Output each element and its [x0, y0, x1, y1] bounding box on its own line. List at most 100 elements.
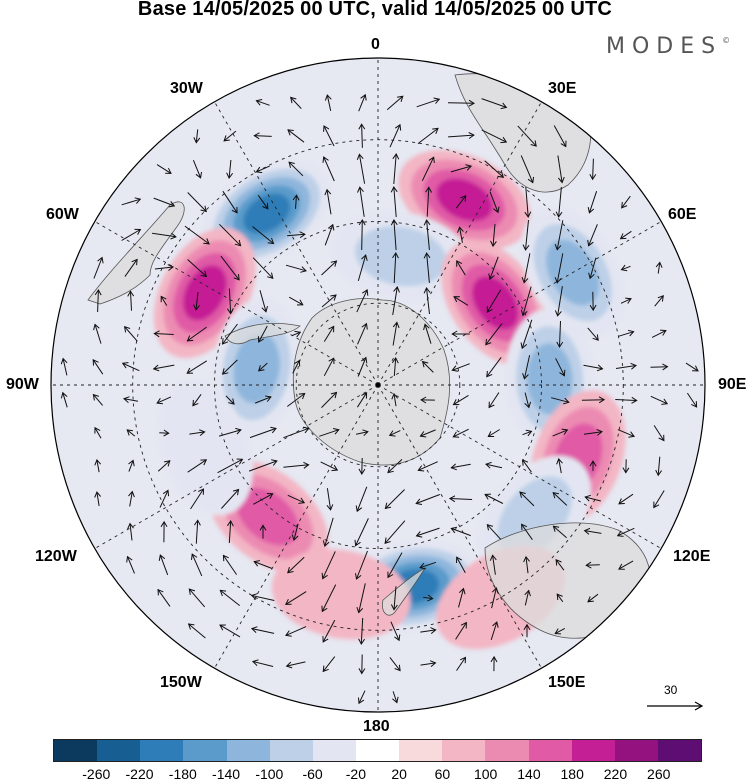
- wind-vector: [416, 97, 441, 108]
- wind-vector: [291, 523, 299, 542]
- wind-vector: [524, 392, 532, 409]
- wind-vector: [583, 527, 602, 535]
- logo-mark: ©: [722, 36, 731, 45]
- wind-vector: [654, 295, 664, 307]
- wind-vector: [621, 195, 631, 209]
- wind-vector: [159, 429, 170, 437]
- logo-text: MODES: [606, 34, 723, 59]
- wind-vector: [456, 556, 466, 574]
- wind-vector: [390, 219, 398, 251]
- wind-vector: [128, 490, 135, 507]
- wind-vector: [390, 186, 398, 218]
- wind-vector: [123, 325, 138, 342]
- wind-vector: [522, 355, 531, 380]
- wind-vector: [358, 219, 366, 251]
- wind-vector: [186, 326, 207, 342]
- colorbar-tick-label: -20: [345, 766, 366, 782]
- wind-vector: [156, 396, 172, 405]
- wind-vector: [287, 556, 305, 574]
- wind-vector: [619, 230, 632, 240]
- land-masses: [87, 73, 651, 639]
- wind-vector: [617, 429, 636, 438]
- wind-vector: [489, 191, 500, 214]
- wind-vector: [193, 129, 201, 144]
- south-pole-marker: [375, 382, 381, 388]
- wind-vector: [255, 165, 270, 174]
- colorbar-tick-label: -100: [255, 766, 284, 782]
- wind-vector: [554, 253, 564, 284]
- wind-vector: [524, 186, 532, 218]
- wind-vector: [450, 164, 473, 173]
- wind-vector: [615, 396, 638, 404]
- wind-vector: [452, 428, 469, 438]
- wind-vector: [157, 460, 171, 472]
- wind-vector: [190, 488, 205, 510]
- wind-vector: [653, 490, 665, 509]
- wind-vector: [415, 494, 440, 505]
- wind-vector: [555, 559, 565, 571]
- wind-vector: [415, 527, 440, 538]
- wind-vector: [456, 656, 467, 671]
- wind-vector: [187, 192, 207, 213]
- wind-vector: [584, 494, 601, 502]
- latitude-circle: [295, 302, 461, 468]
- wind-vector: [556, 457, 563, 474]
- wind-vector: [616, 527, 635, 537]
- wind-vector: [121, 362, 140, 372]
- wind-vector: [94, 426, 102, 439]
- wind-vector: [389, 657, 401, 672]
- wind-vector: [92, 358, 104, 375]
- wind-vector: [253, 132, 272, 140]
- wind-vector: [421, 360, 434, 373]
- wind-vector: [60, 357, 68, 376]
- wind-vector: [425, 186, 433, 217]
- wind-vector: [392, 691, 399, 704]
- wind-vector: [124, 258, 138, 277]
- wind-vector: [589, 460, 597, 471]
- meridian-line: [94, 384, 379, 549]
- wind-vector: [127, 290, 135, 311]
- wind-vector: [447, 99, 475, 107]
- wind-vector: [126, 555, 135, 574]
- wind-vector: [556, 320, 564, 348]
- meridian-line: [377, 384, 662, 549]
- wind-vector: [686, 392, 698, 408]
- wind-vector: [615, 362, 637, 370]
- wind-vector: [457, 226, 464, 243]
- wind-vector: [283, 461, 310, 469]
- wind-vector: [522, 220, 530, 251]
- wind-vector: [287, 494, 306, 504]
- wind-vector: [387, 552, 403, 579]
- wind-vector: [455, 195, 467, 209]
- lon-label-30w: 30W: [170, 80, 203, 97]
- wind-vector: [486, 523, 502, 540]
- wind-vector: [126, 429, 136, 437]
- wind-vector: [158, 554, 169, 576]
- wind-vector: [284, 591, 307, 605]
- wind-vector: [321, 551, 336, 580]
- wind-vector: [484, 493, 504, 504]
- wind-vector: [186, 360, 208, 374]
- wind-vector: [358, 690, 366, 705]
- wind-vector: [417, 127, 439, 144]
- wind-vector: [486, 289, 502, 313]
- wind-vector: [356, 391, 368, 408]
- lon-label-60w: 60W: [46, 206, 79, 223]
- wind-vector: [154, 264, 175, 271]
- wind-vector: [448, 495, 473, 503]
- wind-vector: [451, 363, 470, 372]
- wind-vector: [521, 253, 531, 284]
- wind-vector: [121, 197, 142, 206]
- wind-vector: [490, 621, 499, 641]
- wind-vector: [358, 617, 366, 645]
- map-boundary: [50, 57, 706, 713]
- wind-vector: [193, 292, 200, 311]
- anomaly-contour: [243, 193, 291, 234]
- colorbar-segment: [54, 740, 98, 761]
- wind-vector: [287, 392, 306, 407]
- colorbar-segment: [183, 740, 227, 761]
- wind-vector: [93, 323, 102, 344]
- wind-vector: [221, 359, 238, 375]
- wind-vector: [222, 190, 238, 214]
- wind-vector: [552, 428, 569, 437]
